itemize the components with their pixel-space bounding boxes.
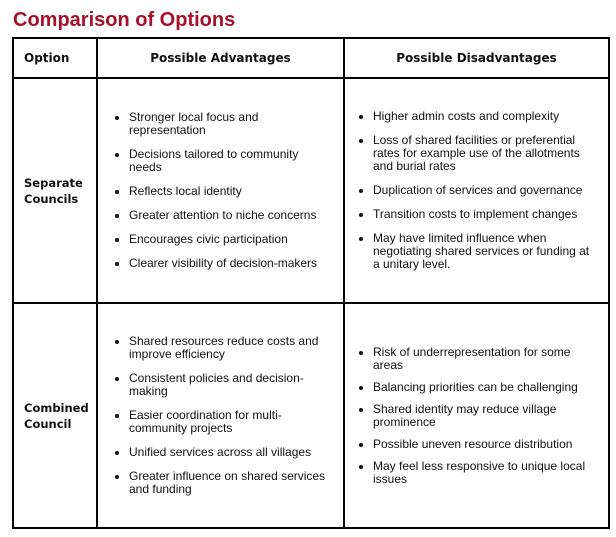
list-item: Transition costs to implement changes <box>373 208 599 221</box>
comparison-table: Option Possible Advantages Possible Disa… <box>12 37 610 529</box>
page-title: Comparison of Options <box>13 9 236 31</box>
list-item: Higher admin costs and complexity <box>373 110 599 123</box>
option-name: Separate Councils <box>12 77 98 304</box>
table-row: Combined Council Shared resources reduce… <box>12 302 610 529</box>
list-item: Encourages civic participation <box>129 233 334 246</box>
list-item: Stronger local focus and representation <box>129 111 334 137</box>
list-item: Reflects local identity <box>129 185 334 198</box>
list-item: Clearer visibility of decision-makers <box>129 257 334 270</box>
list-item: Duplication of services and governance <box>373 184 599 197</box>
list-item: May feel less responsive to unique local… <box>373 459 599 486</box>
header-option: Option <box>12 37 98 79</box>
header-row: Option Possible Advantages Possible Disa… <box>12 37 610 79</box>
list-item: Unified services across all villages <box>129 446 334 459</box>
disadvantages-cell: Higher admin costs and complexity Loss o… <box>343 77 610 304</box>
list-item: Greater influence on shared services and… <box>129 470 334 496</box>
advantages-cell: Shared resources reduce costs and improv… <box>96 302 345 529</box>
advantages-cell: Stronger local focus and representation … <box>96 77 345 304</box>
list-item: Consistent policies and decision-making <box>129 372 334 398</box>
list-item: Risk of underrepresentation for some are… <box>373 345 599 372</box>
header-disadvantages: Possible Disadvantages <box>343 37 610 79</box>
list-item: Shared identity may reduce village promi… <box>373 402 599 429</box>
header-advantages: Possible Advantages <box>96 37 345 79</box>
table-row: Separate Councils Stronger local focus a… <box>12 77 610 304</box>
list-item: Decisions tailored to community needs <box>129 148 334 174</box>
list-item: May have limited influence when negotiat… <box>373 232 599 271</box>
list-item: Possible uneven resource distribution <box>373 437 599 451</box>
list-item: Easier coordination for multi-community … <box>129 409 334 435</box>
list-item: Greater attention to niche concerns <box>129 209 334 222</box>
list-item: Shared resources reduce costs and improv… <box>129 335 334 361</box>
option-name: Combined Council <box>12 302 98 529</box>
disadvantages-cell: Risk of underrepresentation for some are… <box>343 302 610 529</box>
list-item: Balancing priorities can be challenging <box>373 380 599 394</box>
list-item: Loss of shared facilities or preferentia… <box>373 134 599 173</box>
